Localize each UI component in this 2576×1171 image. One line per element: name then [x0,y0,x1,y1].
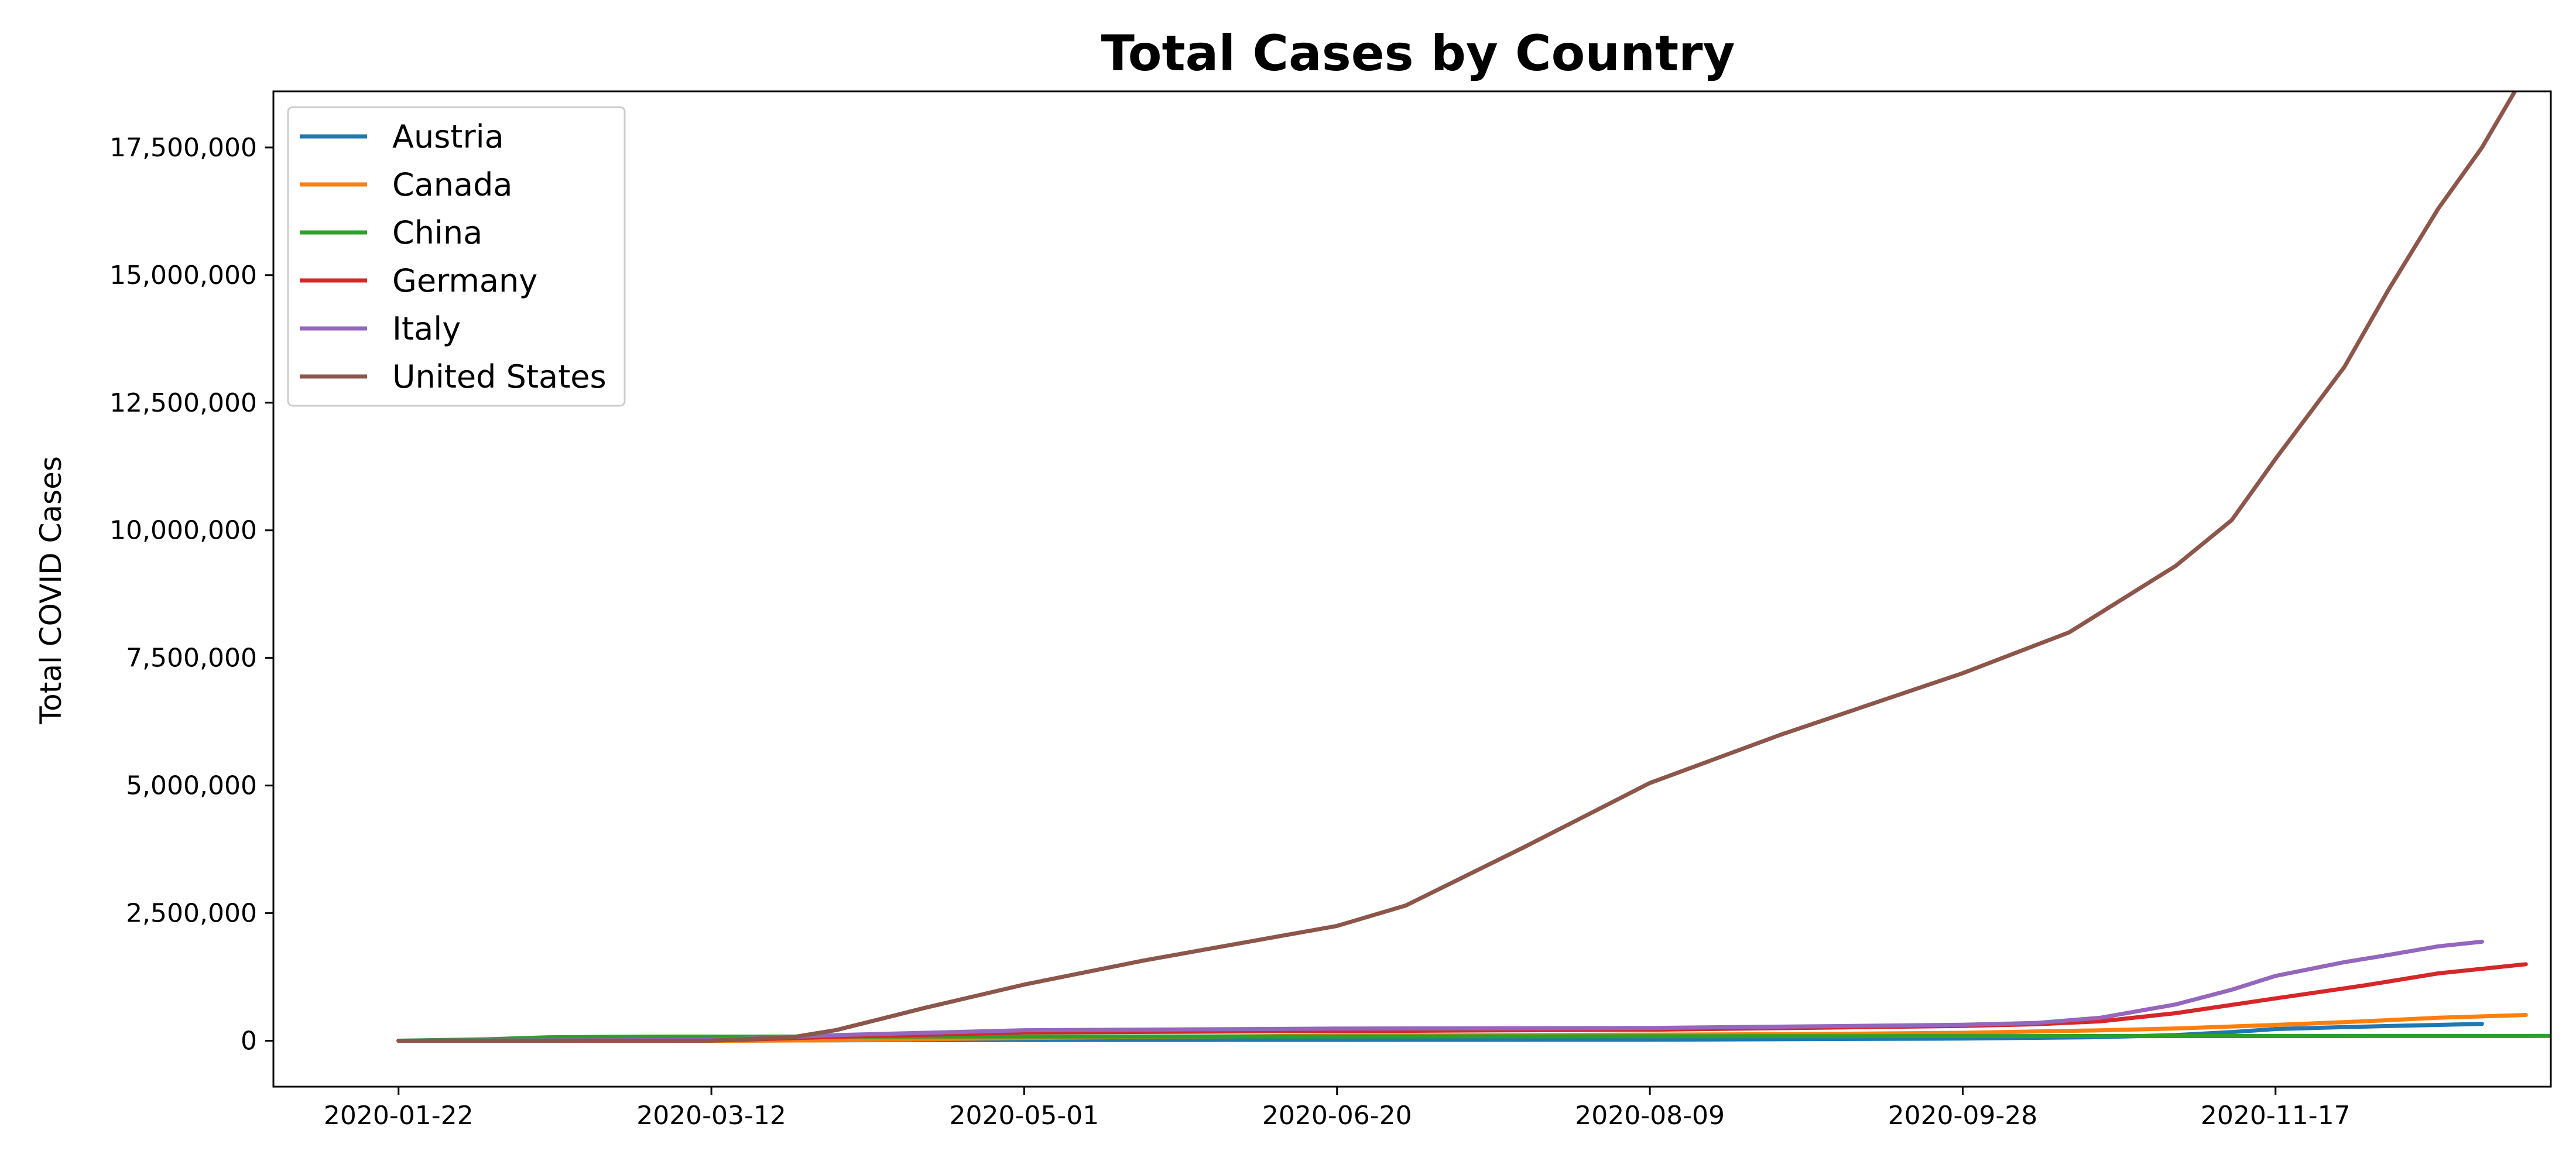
series-line-canada [396,1013,2528,1043]
legend-label: Italy [392,310,461,347]
series-lines [396,91,2551,1043]
y-axis: 0 2,500,000 5,000,000 7,500,000 10,000,000 12… [109,133,273,1056]
x-tick-label: 2020-01-22 [324,1101,474,1131]
y-axis-label: Total COVID Cases [34,456,68,725]
legend-label: Canada [392,166,512,203]
y-tick-label: 10,000,000 [109,516,257,546]
y-tick-label: 15,000,000 [109,261,257,290]
series-line-united-states [396,91,2517,1043]
x-tick-label: 2020-08-09 [1575,1101,1725,1131]
legend-label: China [392,214,482,251]
y-tick-label: 17,500,000 [109,133,257,163]
x-tick-label: 2020-05-01 [950,1101,1099,1131]
legend-label: Germany [392,262,537,299]
legend-label: Austria [392,118,504,155]
y-tick-label: 12,500,000 [109,388,257,418]
plot-frame [272,90,2552,1088]
series-line-china [396,1033,2551,1043]
x-tick-label: 2020-06-20 [1262,1101,1412,1131]
plot-area [272,90,2552,1088]
y-tick-label: 0 [241,1026,257,1056]
y-tick-label: 2,500,000 [126,899,257,929]
x-axis: 2020-01-22 2020-03-12 2020-05-01 2020-06-20… [324,1087,2351,1131]
legend: Austria Canada China Germany Italy United Sta… [287,106,626,407]
chart-title: Total Cases by Country [1101,25,1735,82]
y-tick-label: 7,500,000 [126,643,257,673]
series-line-italy [396,939,2484,1043]
x-tick-label: 2020-09-28 [1888,1101,2038,1131]
legend-box [287,106,626,407]
legend-label: United States [392,358,607,395]
x-tick-label: 2020-03-12 [636,1101,786,1131]
x-tick-label: 2020-11-17 [2201,1101,2351,1131]
y-tick-label: 5,000,000 [126,771,257,801]
